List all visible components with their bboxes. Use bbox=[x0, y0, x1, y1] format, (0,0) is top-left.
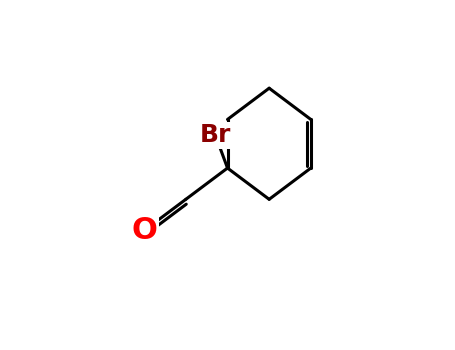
Text: O: O bbox=[131, 216, 157, 245]
Text: Br: Br bbox=[200, 123, 231, 147]
